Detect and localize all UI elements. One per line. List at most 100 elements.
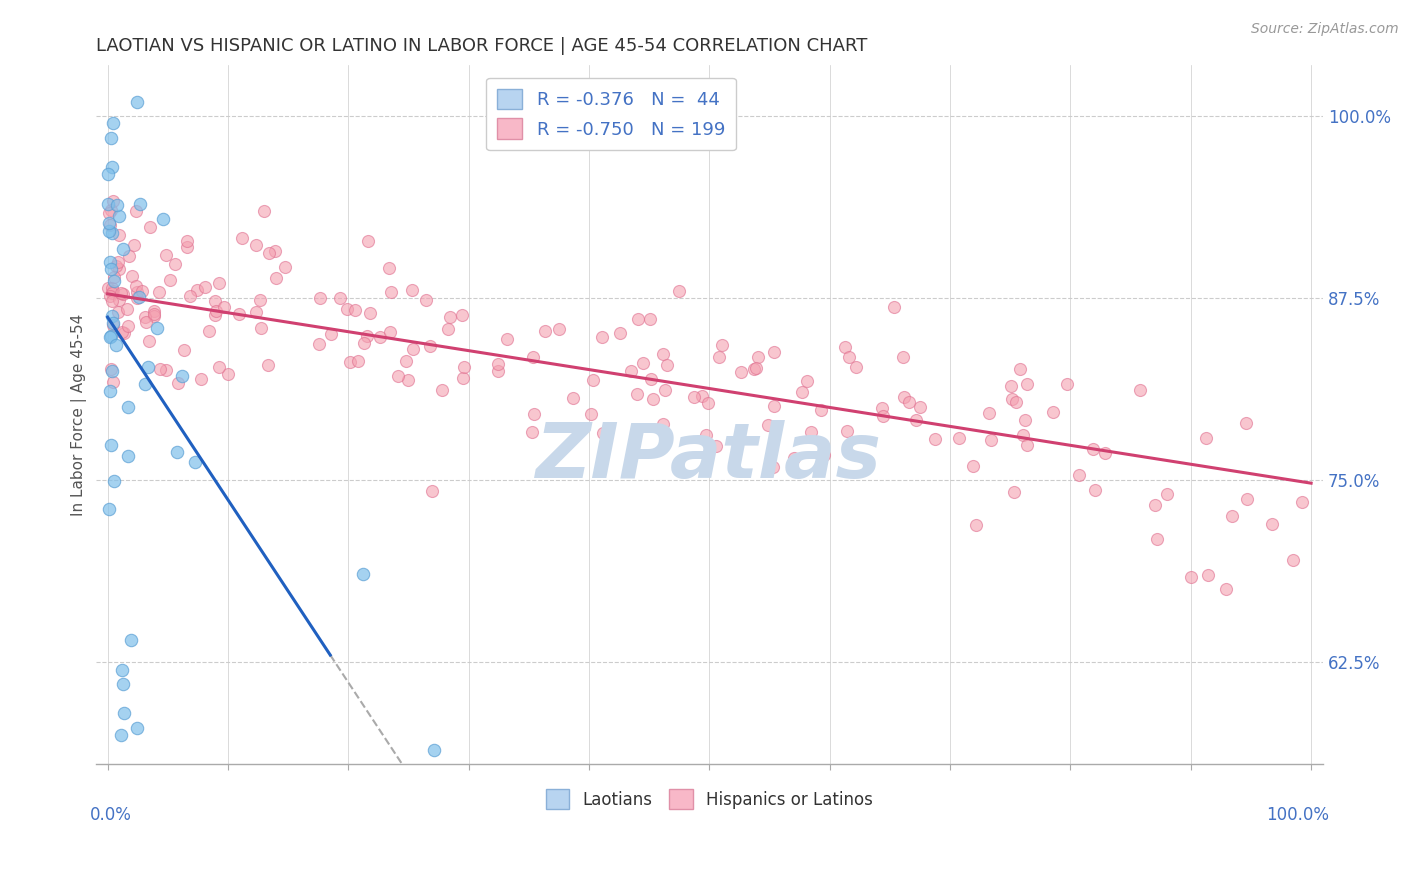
Text: Source: ZipAtlas.com: Source: ZipAtlas.com: [1251, 22, 1399, 37]
Point: [1236, 492, 1258, 507]
Point: [792, 384, 814, 399]
Point: [1197, 568, 1219, 582]
Point: [103, 284, 125, 298]
Point: [835, 424, 858, 438]
Point: [652, 347, 675, 361]
Point: [758, 417, 780, 432]
Point: [592, 426, 614, 441]
Point: [107, 305, 129, 319]
Point: [308, 337, 330, 351]
Point: [124, 204, 146, 219]
Point: [401, 342, 423, 356]
Point: [711, 338, 734, 352]
Point: [747, 351, 769, 365]
Point: [103, 274, 125, 288]
Point: [105, 198, 128, 212]
Text: 0.0%: 0.0%: [90, 806, 131, 824]
Point: [100, 202, 122, 217]
Point: [98, 384, 121, 398]
Point: [103, 270, 125, 285]
Point: [170, 369, 193, 384]
Point: [451, 371, 474, 385]
Point: [419, 339, 441, 353]
Point: [101, 281, 124, 295]
Point: [924, 432, 946, 446]
Point: [838, 351, 860, 365]
Point: [1128, 383, 1150, 397]
Point: [176, 235, 198, 249]
Point: [380, 285, 402, 300]
Point: [893, 390, 915, 404]
Point: [1081, 442, 1104, 456]
Point: [179, 289, 201, 303]
Point: [115, 301, 138, 316]
Point: [253, 204, 276, 219]
Point: [194, 280, 217, 294]
Point: [101, 316, 124, 330]
Point: [626, 311, 648, 326]
Point: [134, 377, 156, 392]
Point: [965, 518, 987, 533]
Point: [186, 283, 208, 297]
Point: [212, 300, 235, 314]
Point: [173, 343, 195, 357]
Point: [101, 364, 124, 378]
Point: [1014, 413, 1036, 427]
Point: [111, 677, 134, 691]
Point: [810, 402, 832, 417]
Point: [143, 310, 166, 324]
Point: [146, 320, 169, 334]
Point: [1002, 484, 1025, 499]
Point: [415, 293, 437, 308]
Point: [166, 445, 188, 459]
Point: [420, 484, 443, 499]
Point: [259, 245, 281, 260]
Y-axis label: In Labor Force | Age 45-54: In Labor Force | Age 45-54: [72, 314, 87, 516]
Point: [1084, 483, 1107, 498]
Legend: Laotians, Hispanics or Latinos: Laotians, Hispanics or Latinos: [540, 783, 880, 815]
Point: [97, 206, 120, 220]
Point: [204, 303, 226, 318]
Point: [813, 449, 835, 463]
Point: [640, 372, 662, 386]
Point: [101, 160, 124, 174]
Point: [249, 293, 271, 307]
Point: [696, 395, 718, 409]
Point: [1094, 446, 1116, 460]
Point: [118, 249, 141, 263]
Point: [626, 387, 648, 401]
Point: [401, 283, 423, 297]
Point: [1010, 362, 1032, 376]
Point: [643, 392, 665, 406]
Point: [534, 324, 557, 338]
Point: [184, 455, 207, 469]
Point: [1011, 427, 1033, 442]
Point: [609, 326, 631, 340]
Point: [308, 291, 330, 305]
Point: [101, 318, 124, 333]
Point: [204, 293, 226, 308]
Point: [117, 449, 139, 463]
Point: [108, 227, 131, 242]
Point: [228, 307, 250, 321]
Point: [101, 375, 124, 389]
Point: [245, 238, 267, 252]
Point: [1291, 494, 1313, 508]
Point: [98, 330, 121, 344]
Point: [204, 308, 226, 322]
Point: [353, 336, 375, 351]
Point: [128, 196, 150, 211]
Point: [108, 262, 131, 277]
Point: [143, 304, 166, 318]
Point: [834, 340, 856, 354]
Point: [250, 321, 273, 335]
Point: [111, 325, 134, 339]
Point: [110, 728, 132, 742]
Point: [1056, 376, 1078, 391]
Point: [486, 364, 509, 378]
Point: [763, 399, 786, 413]
Point: [547, 322, 569, 336]
Point: [668, 284, 690, 298]
Point: [155, 362, 177, 376]
Point: [486, 357, 509, 371]
